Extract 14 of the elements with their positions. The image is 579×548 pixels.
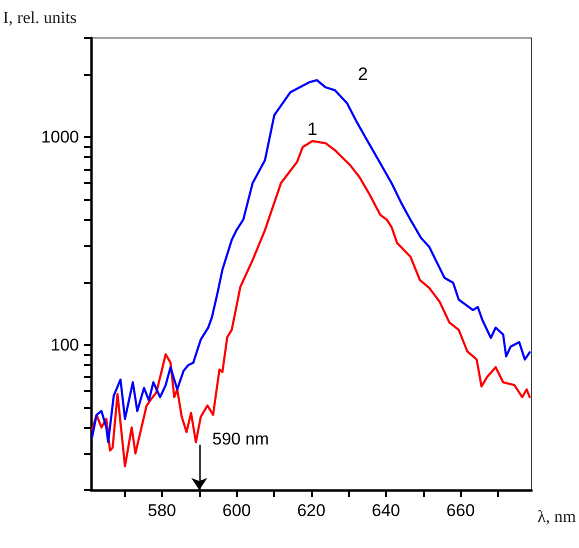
x-tick-label: 660 [446,501,475,520]
annotation: 590 nm [212,429,269,448]
x-tick-label: 620 [297,501,326,520]
x-tick-label: 640 [372,501,400,520]
series-label: 1 [307,119,318,140]
y-tick-label: 1000 [41,128,79,147]
line-series [91,79,531,444]
x-tick-label: 600 [222,501,251,520]
x-tick-label: 580 [148,501,176,520]
line-series [91,140,531,468]
y-tick-label: 100 [50,335,79,354]
x-axis-title: λ, nm [538,507,576,526]
y-axis-title: I, rel. units [3,8,77,27]
series-label: 2 [358,64,368,84]
